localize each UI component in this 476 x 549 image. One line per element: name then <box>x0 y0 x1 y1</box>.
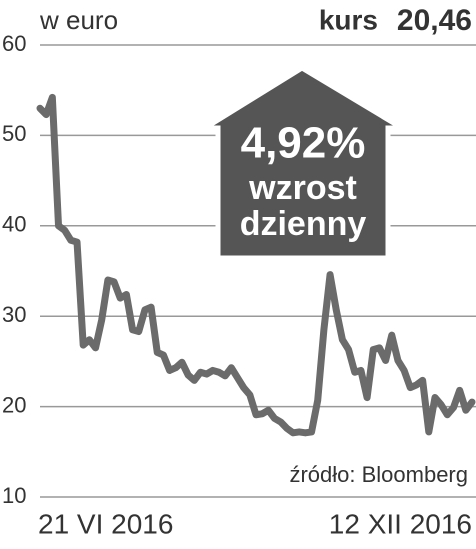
y-tick-label: 60 <box>2 31 26 56</box>
price-line <box>36 93 476 437</box>
x-tick-label: 12 XII 2016 <box>329 508 472 539</box>
y-tick-label: 20 <box>2 392 26 417</box>
annotation: 4,92% wzrost dzienny <box>196 65 412 261</box>
price-label: kurs <box>319 4 378 35</box>
y-tick-label: 50 <box>2 121 26 146</box>
y-tick-label: 10 <box>2 483 26 508</box>
annotation-text: 4,92% <box>241 119 366 168</box>
y-tick-label: 30 <box>2 302 26 327</box>
annotation-text: wzrost <box>248 169 357 207</box>
price: 20,46 <box>397 4 472 37</box>
source: źródło: Bloomberg <box>289 462 468 487</box>
y-axis-label: w euro <box>39 5 118 35</box>
annotation-arrow <box>196 65 412 261</box>
y-tick-label: 40 <box>2 212 26 237</box>
x-tick-label: 21 VI 2016 <box>38 508 173 539</box>
annotation-text: dzienny <box>240 205 367 243</box>
